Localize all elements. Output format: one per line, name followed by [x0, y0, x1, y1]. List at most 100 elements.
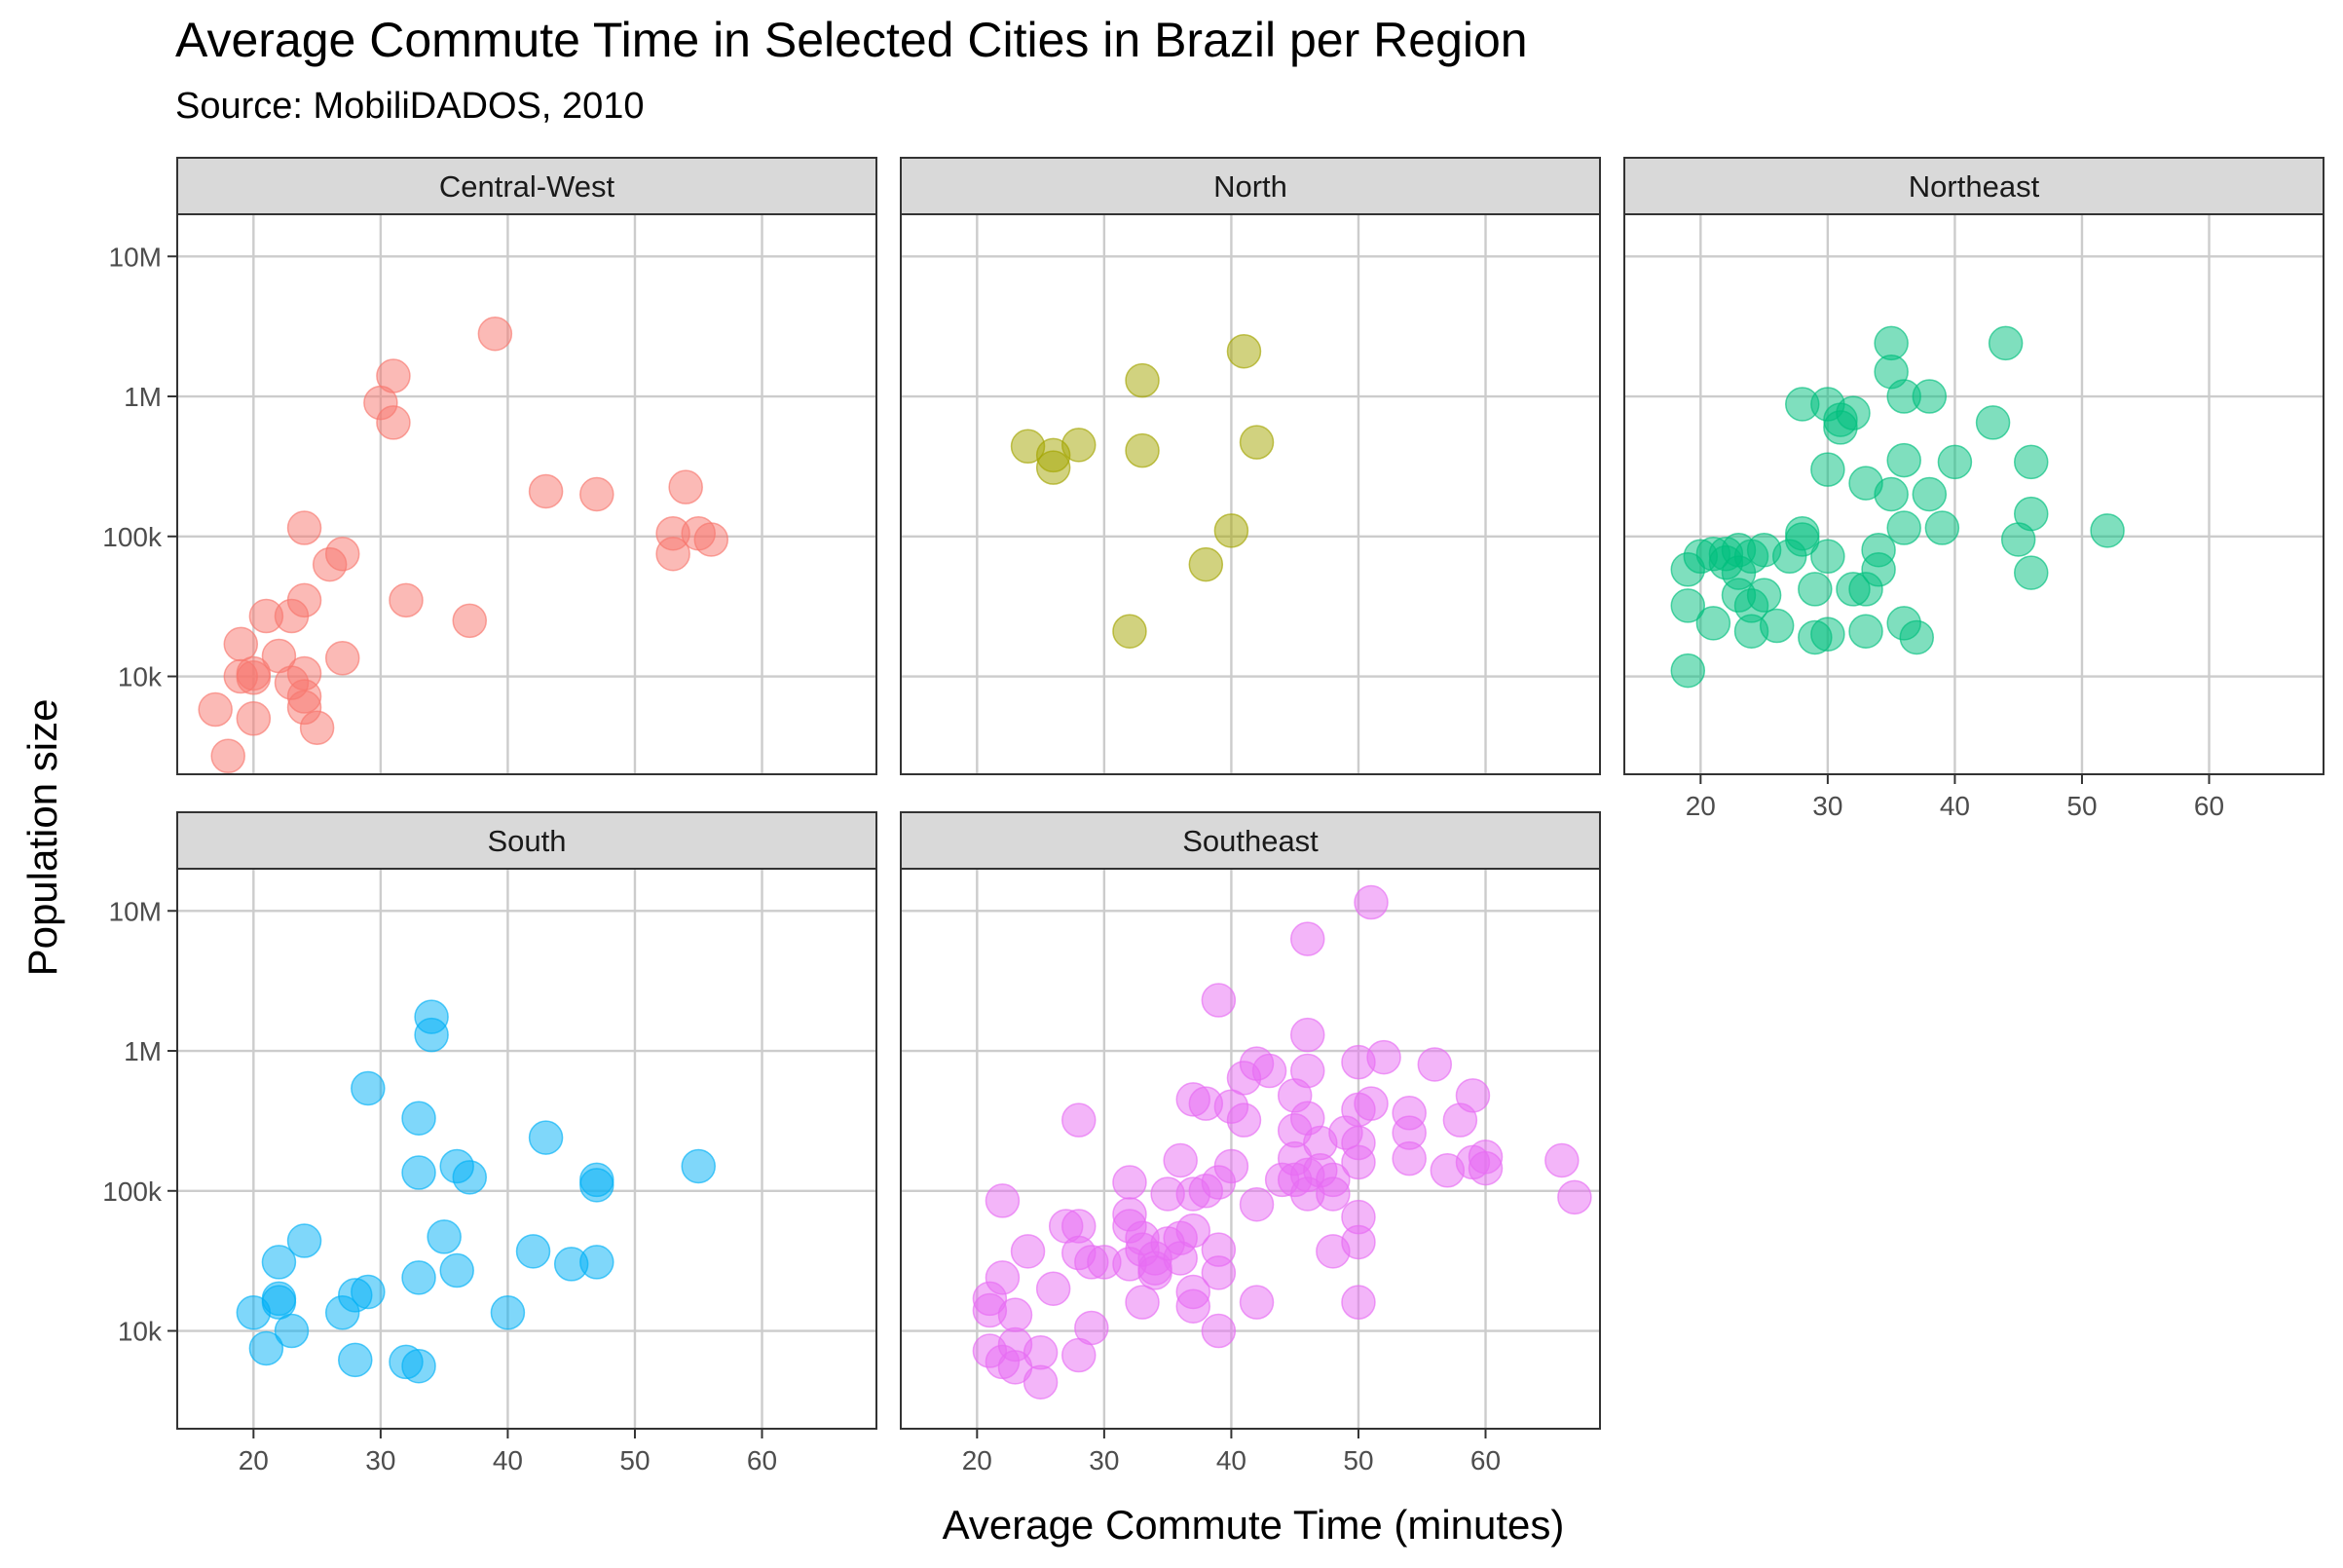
data-point: [286, 510, 322, 545]
data-point: [1874, 476, 1909, 512]
x-tick-label: 60: [747, 1445, 777, 1475]
x-tick-label: 50: [1343, 1445, 1373, 1475]
chart-title: Average Commute Time in Selected Cities …: [175, 13, 1528, 67]
data-point: [1468, 1150, 1504, 1186]
data-point: [324, 641, 360, 676]
data-point: [1316, 1176, 1351, 1212]
data-point: [1759, 608, 1795, 644]
data-point: [286, 582, 322, 618]
panel-border: [176, 868, 877, 1430]
data-point: [376, 405, 411, 440]
data-point: [1924, 510, 1960, 545]
x-tick-label: 20: [962, 1445, 992, 1475]
data-point: [1988, 325, 2024, 361]
data-point: [1239, 425, 1275, 460]
data-point: [452, 603, 488, 639]
data-point: [1695, 606, 1731, 641]
x-tick-label: 60: [2194, 791, 2224, 821]
data-point: [1455, 1078, 1491, 1113]
panel-border: [900, 868, 1601, 1430]
data-point: [1035, 450, 1071, 485]
data-point: [1226, 1102, 1262, 1138]
data-point: [1975, 405, 2011, 440]
data-point: [1912, 476, 1948, 512]
data-point: [1251, 1053, 1287, 1089]
data-point: [1023, 1364, 1059, 1400]
data-point: [338, 1342, 373, 1378]
data-point: [2013, 496, 2049, 532]
data-point: [248, 1330, 284, 1366]
data-point: [1836, 395, 1871, 430]
y-axis-title: Population size: [19, 699, 65, 977]
x-tick-label: 40: [493, 1445, 523, 1475]
data-point: [490, 1295, 526, 1330]
data-point: [1912, 379, 1948, 414]
data-point: [1023, 1335, 1059, 1370]
data-point: [1125, 1285, 1160, 1320]
data-point: [1354, 884, 1389, 920]
data-point: [261, 1285, 297, 1320]
data-point: [2013, 555, 2049, 590]
data-point: [1239, 1186, 1275, 1222]
data-point: [376, 358, 411, 393]
panel-background: [901, 214, 1600, 774]
data-point: [1341, 1144, 1376, 1180]
data-point: [1035, 1271, 1071, 1306]
data-point: [1557, 1179, 1592, 1215]
data-point: [1125, 432, 1160, 468]
data-point: [389, 582, 424, 618]
panel-border: [176, 213, 877, 775]
data-point: [1544, 1142, 1580, 1178]
data-point: [1670, 588, 1706, 623]
data-point: [693, 522, 729, 557]
y-tick-label: 100k: [102, 1176, 163, 1207]
data-point: [579, 476, 614, 512]
data-point: [452, 1160, 488, 1195]
data-point: [1175, 1213, 1211, 1249]
data-point: [1010, 1234, 1046, 1269]
x-tick-label: 40: [1216, 1445, 1246, 1475]
data-point: [528, 473, 564, 509]
facet-strip-label: Central-West: [439, 169, 615, 204]
data-point: [2090, 513, 2125, 548]
data-point: [1188, 546, 1224, 582]
data-point: [528, 1120, 564, 1155]
data-point: [1937, 444, 1973, 480]
y-tick-label: 10k: [118, 662, 163, 692]
x-tick-label: 30: [365, 1445, 395, 1475]
chart-subtitle: Source: MobiliDADOS, 2010: [175, 86, 645, 127]
data-point: [1074, 1310, 1109, 1346]
data-point: [1392, 1140, 1427, 1176]
data-point: [1163, 1142, 1198, 1178]
panel-border: [900, 213, 1601, 775]
data-point: [1175, 1288, 1211, 1324]
data-point: [223, 626, 259, 662]
data-point: [1112, 1165, 1147, 1200]
data-point: [427, 1219, 462, 1254]
x-tick-label: 30: [1812, 791, 1842, 821]
data-point: [1213, 1148, 1249, 1184]
data-point: [1061, 1102, 1097, 1138]
data-point: [477, 316, 513, 352]
data-point: [579, 1245, 614, 1280]
data-point: [1670, 653, 1706, 689]
data-point: [286, 1223, 322, 1258]
facet-strip: [1623, 157, 2324, 215]
facet-panels: Central-West 10k 100k 1M 10M North Northeast 20…: [102, 157, 2324, 1475]
data-point: [236, 660, 272, 695]
data-point: [1785, 522, 1820, 557]
facet-strip-label: Southeast: [1182, 824, 1319, 858]
y-tick-label: 10M: [109, 242, 162, 272]
data-point: [1886, 510, 1921, 545]
x-tick-label: 50: [2066, 791, 2097, 821]
facet-panel-central-west: Central-West 10k 100k 1M 10M: [102, 157, 877, 775]
data-point: [1239, 1285, 1275, 1320]
data-point: [1341, 1224, 1376, 1260]
data-point: [1125, 362, 1160, 398]
data-point: [1213, 513, 1249, 548]
data-point: [1289, 921, 1325, 956]
data-point: [236, 701, 272, 736]
data-point: [439, 1252, 474, 1288]
x-tick-label: 60: [1470, 1445, 1501, 1475]
data-point: [351, 1070, 386, 1106]
